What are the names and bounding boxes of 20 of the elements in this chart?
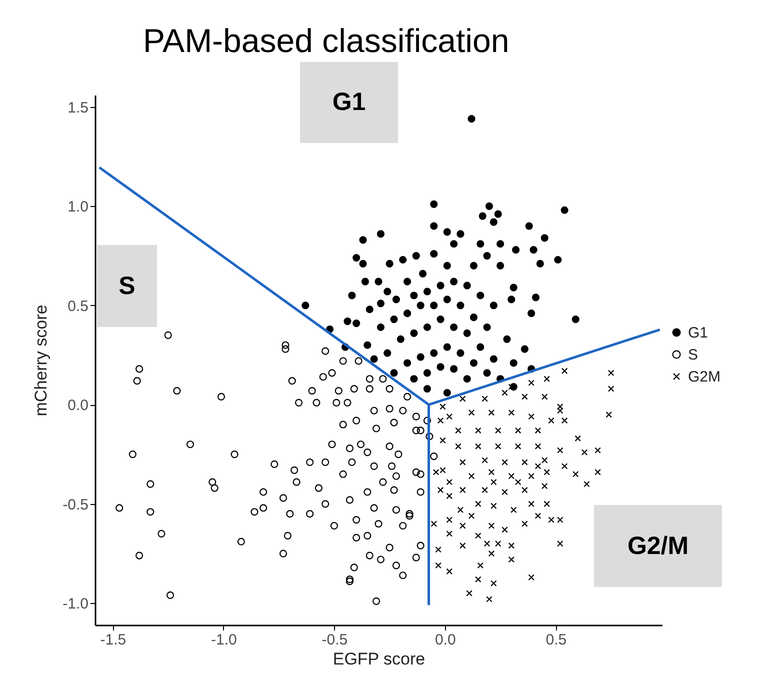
annotation: G2/M: [594, 505, 722, 587]
y-tick-label: -1.0: [62, 596, 88, 613]
legend-label: S: [688, 346, 698, 364]
x-tick-label: 0.0: [435, 632, 456, 648]
legend-label: G2M: [688, 368, 721, 386]
annotation: G1: [300, 62, 398, 143]
legend-label: G1: [688, 324, 708, 342]
y-tick-label: -0.5: [62, 496, 88, 514]
y-tick-label: 1.5: [68, 99, 88, 116]
chart-title: PAM-based classification: [143, 22, 510, 59]
y-tick-label: 0.5: [68, 298, 88, 315]
x-tick-label: -1.0: [211, 632, 237, 648]
x-tick-label: 0.5: [546, 632, 567, 648]
y-tick-label: 1.0: [68, 198, 88, 216]
y-axis-title: mCherry score: [32, 304, 51, 416]
y-tick-label: 0.0: [68, 397, 88, 414]
x-tick-label: -0.5: [322, 632, 348, 648]
annotation: S: [97, 245, 157, 327]
x-axis-title: EGFP score: [332, 650, 426, 668]
x-tick-label: -1.5: [100, 632, 126, 648]
